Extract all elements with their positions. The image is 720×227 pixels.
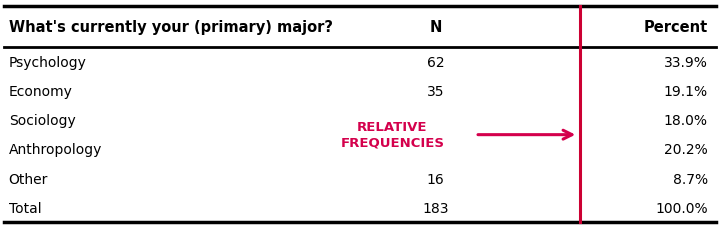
Text: N: N	[429, 20, 442, 35]
Text: 20.2%: 20.2%	[664, 143, 708, 157]
Text: 35: 35	[427, 84, 444, 98]
Text: 33.9%: 33.9%	[664, 55, 708, 69]
Text: 183: 183	[423, 201, 449, 215]
Text: Percent: Percent	[644, 20, 708, 35]
Text: 8.7%: 8.7%	[672, 172, 708, 186]
Text: Sociology: Sociology	[9, 114, 76, 128]
Text: RELATIVE
FREQUENCIES: RELATIVE FREQUENCIES	[341, 121, 444, 149]
Text: 19.1%: 19.1%	[664, 84, 708, 98]
Text: Other: Other	[9, 172, 48, 186]
Text: What's currently your (primary) major?: What's currently your (primary) major?	[9, 20, 333, 35]
Text: Psychology: Psychology	[9, 55, 86, 69]
Text: Anthropology: Anthropology	[9, 143, 102, 157]
Text: 100.0%: 100.0%	[655, 201, 708, 215]
Text: Economy: Economy	[9, 84, 73, 98]
Text: 62: 62	[427, 55, 444, 69]
Text: 18.0%: 18.0%	[664, 114, 708, 128]
Text: 16: 16	[427, 172, 444, 186]
Text: Total: Total	[9, 201, 41, 215]
